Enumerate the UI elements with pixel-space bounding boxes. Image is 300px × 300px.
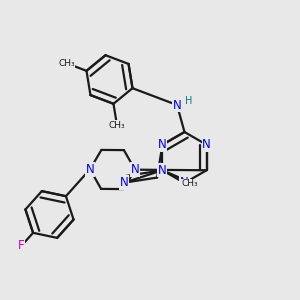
Text: N: N (172, 98, 182, 112)
Text: N: N (120, 176, 129, 189)
Text: CH₃: CH₃ (109, 121, 125, 130)
Text: N: N (158, 164, 167, 177)
Text: N: N (158, 138, 167, 151)
Text: H: H (184, 96, 192, 106)
Text: CH₃: CH₃ (181, 179, 198, 188)
Text: N: N (180, 176, 189, 190)
Text: N: N (202, 138, 211, 151)
Text: N: N (130, 163, 140, 176)
Text: F: F (18, 239, 25, 252)
Text: CH₃: CH₃ (58, 59, 75, 68)
Text: N: N (85, 163, 94, 176)
